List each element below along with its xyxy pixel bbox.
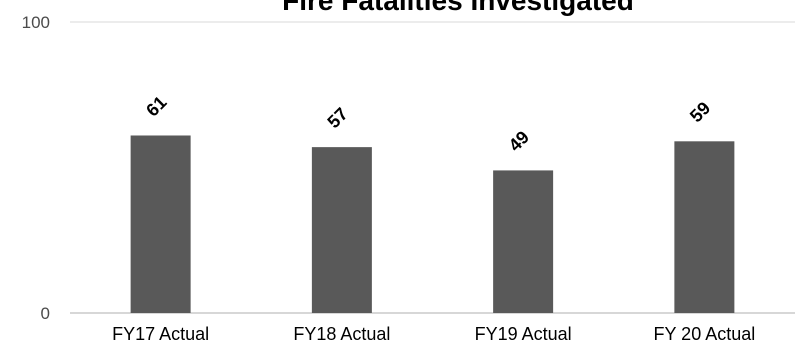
data-label-2: 49 (505, 127, 533, 155)
grid-layer (70, 21, 795, 314)
data-label-3: 59 (686, 98, 714, 126)
bar-0 (130, 135, 191, 313)
x-tick-label-2: FY19 Actual (475, 324, 572, 344)
chart-title: Fire Fatalities Investigated (282, 0, 634, 16)
bar-layer (130, 135, 735, 313)
data-label-0: 61 (142, 92, 170, 120)
bar-1 (311, 147, 372, 313)
x-tick-label-0: FY17 Actual (112, 324, 209, 344)
bar-2 (493, 170, 554, 313)
x-tick-label-1: FY18 Actual (293, 324, 390, 344)
y-tick-label-1: 100 (22, 13, 50, 32)
y-tick-label-0: 0 (41, 304, 50, 323)
data-label-1: 57 (323, 104, 351, 132)
x-tick-label-3: FY 20 Actual (654, 324, 756, 344)
axis-layer: 0 100 (22, 13, 50, 323)
bar-3 (674, 141, 735, 313)
label-layer: FY17 Actual 61 FY18 Actual 57 FY19 Actual 49 F… (112, 92, 755, 344)
